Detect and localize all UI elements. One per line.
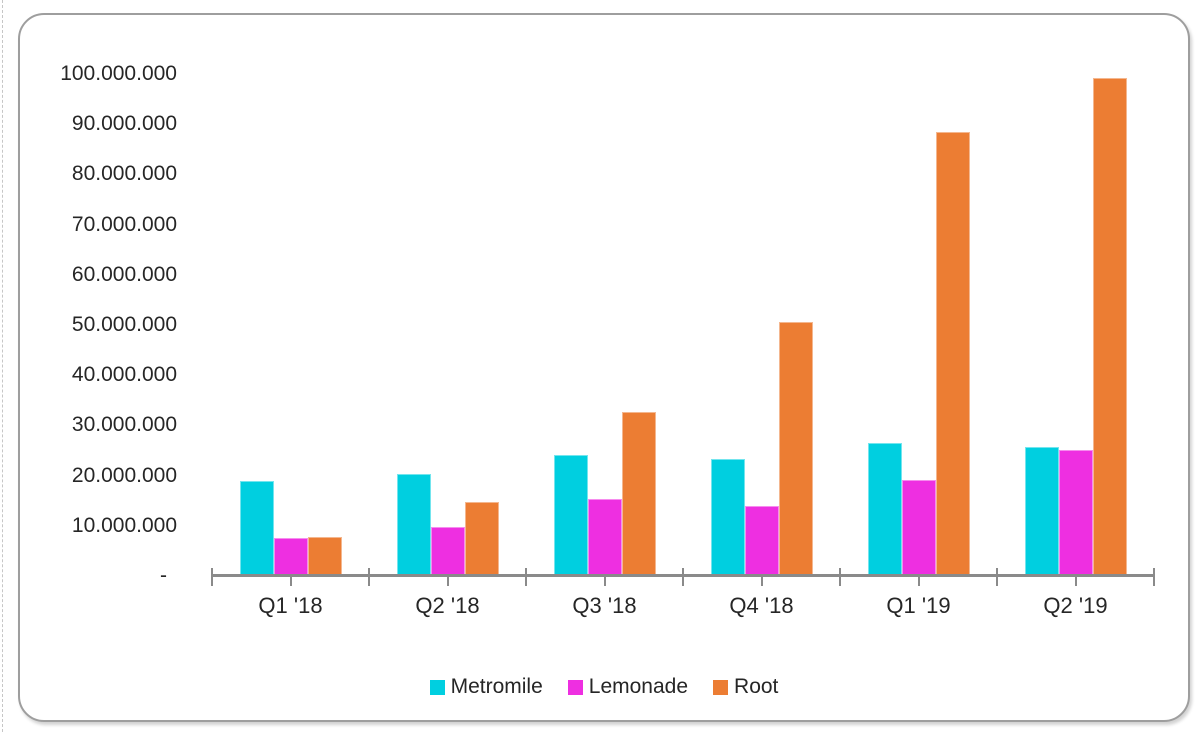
y-axis-tick-label: 90.000.000 [71, 112, 177, 136]
x-axis-tick-label-q3-18: Q3 '18 [572, 593, 637, 618]
chart-legend: Metromile Lemonade Root [18, 674, 1190, 700]
y-axis-tick-label: 50.000.000 [71, 313, 177, 336]
bar-group-q4-18 [683, 74, 840, 576]
bar-metromile-q1-19 [867, 442, 902, 576]
x-axis-minor-tick [760, 576, 763, 586]
bar-metromile-q3-18 [553, 454, 588, 576]
x-axis-minor-tick [289, 576, 292, 586]
legend-label: Root [734, 675, 779, 698]
legend-item-root: Root [713, 674, 778, 700]
y-axis-tick-label: 80.000.000 [71, 162, 177, 186]
x-axis-major-tick [211, 568, 213, 586]
bar-metromile-q1-18 [239, 480, 274, 576]
bar-group-q1-19 [840, 74, 997, 576]
chart-frame [18, 13, 1190, 722]
x-axis-major-tick [368, 568, 370, 586]
bar-root-q3-18 [621, 411, 656, 576]
bar-lemonade-q2-18 [430, 526, 465, 576]
bar-group-q2-19 [997, 74, 1154, 576]
bar-group-q2-18 [369, 74, 526, 576]
bar-lemonade-q1-18 [273, 538, 308, 576]
x-axis-minor-tick [446, 576, 449, 586]
x-axis-tick-label-q1-18: Q1 '18 [258, 593, 323, 618]
y-axis-tick-label: 60.000.000 [71, 262, 177, 286]
bar-group-q1-18 [212, 74, 369, 576]
bar-root-q4-18 [778, 321, 813, 576]
y-axis-tick-label: 70.000.000 [71, 212, 177, 236]
bar-metromile-q2-19 [1024, 446, 1059, 576]
page-edge-guide [2, 0, 3, 732]
x-axis-major-tick [682, 568, 684, 586]
x-axis-major-tick [1153, 568, 1155, 586]
legend-swatch-icon [567, 679, 583, 695]
bar-lemonade-q3-18 [587, 498, 622, 576]
y-axis-tick-label: 20.000.000 [71, 463, 177, 487]
y-axis-tick-label: - [160, 564, 167, 587]
bar-root-q2-19 [1092, 77, 1127, 576]
bar-lemonade-q1-19 [901, 479, 936, 576]
y-axis-tick-label: 30.000.000 [71, 413, 177, 437]
x-axis-major-tick [839, 568, 841, 586]
bar-lemonade-q4-18 [744, 505, 779, 576]
legend-swatch-icon [713, 679, 729, 695]
x-axis-minor-tick [1074, 576, 1077, 586]
bar-lemonade-q2-19 [1058, 449, 1093, 576]
bar-group-q3-18 [526, 74, 683, 576]
x-axis-tick-label-q4-18: Q4 '18 [729, 593, 794, 618]
bar-root-q1-18 [307, 537, 342, 576]
legend-label: Metromile [450, 675, 543, 698]
legend-swatch-icon [429, 679, 445, 695]
bar-root-q1-19 [935, 131, 970, 576]
x-axis-tick-label-q1-19: Q1 '19 [886, 593, 951, 618]
y-axis-tick-label: 40.000.000 [71, 363, 177, 387]
x-axis-tick-label-q2-18: Q2 '18 [415, 593, 480, 618]
y-axis-tick-label: 100.000.000 [60, 62, 177, 85]
x-axis-minor-tick [917, 576, 920, 586]
x-axis-major-tick [996, 568, 998, 586]
bar-metromile-q4-18 [710, 459, 745, 576]
y-axis-tick-label: 10.000.000 [71, 513, 177, 537]
bar-root-q2-18 [464, 502, 499, 576]
legend-item-metromile: Metromile [429, 674, 543, 700]
legend-label: Lemonade [588, 675, 689, 698]
x-axis-tick-label-q2-19: Q2 '19 [1043, 593, 1108, 618]
legend-item-lemonade: Lemonade [567, 674, 689, 700]
x-axis-minor-tick [603, 576, 606, 586]
x-axis-major-tick [525, 568, 527, 586]
bar-metromile-q2-18 [396, 474, 431, 576]
